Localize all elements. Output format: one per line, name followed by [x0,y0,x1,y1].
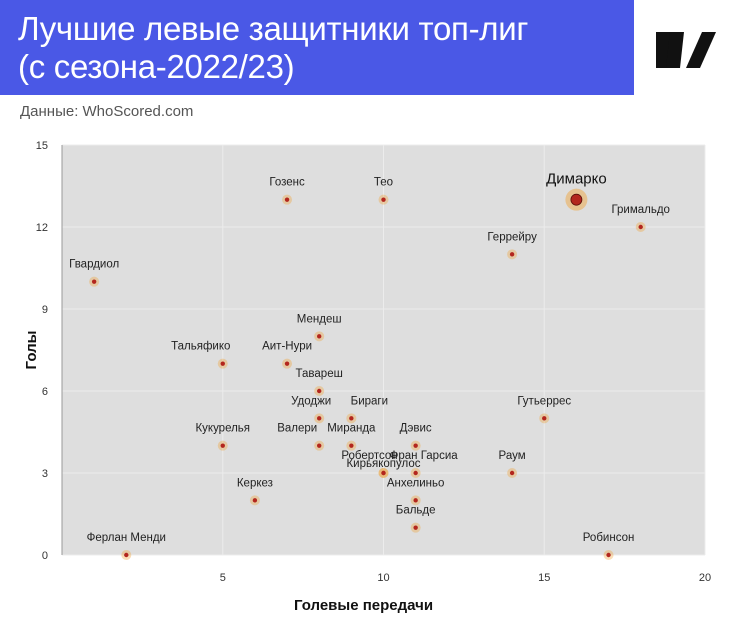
grid-lines [61,144,706,556]
point-label: Робинсон [583,532,635,544]
point-label: Дэвис [400,423,432,435]
y-tick-label: 12 [36,222,48,234]
data-point-highlight [570,193,583,206]
data-point [284,197,290,202]
data-point [413,470,418,476]
point-label: Тавареш [296,368,343,380]
chart-title: Лучшие левые защитники топ-лиг (с сезона… [18,10,529,85]
data-point [317,334,322,339]
y-axis-label: Голы [23,331,40,370]
point-label: Кукурелья [195,423,250,435]
title-banner: Лучшие левые защитники топ-лиг (с сезона… [0,0,634,95]
data-point [317,416,322,421]
data-point [220,361,225,366]
point-label: Тео [374,177,393,189]
data-point [413,443,418,448]
data-point [349,443,354,448]
data-point [284,361,290,366]
data-point [91,279,97,284]
data-point [606,552,611,558]
point-labels: Димарко Гозенс Тео Гримальдо Геррейру Гвардио… [69,171,670,544]
point-label: Фран Гарсиа [390,450,459,462]
data-point [509,470,515,476]
x-tick-label: 10 [377,572,389,584]
data-point [252,498,258,503]
point-label: Ферлан Менди [87,532,166,544]
y-tick-label: 6 [42,386,48,398]
data-source: Данные: WhoScored.com [20,103,194,120]
point-label: Валери [277,423,317,435]
point-label: Тальяфико [171,341,230,353]
data-point [413,525,418,530]
point-label: Геррейру [487,231,537,243]
x-tick-label: 5 [220,572,226,584]
point-label: Димарко [546,171,607,188]
point-label: Бираги [351,395,388,407]
x-axis-label: Голевые передачи [294,597,433,614]
data-point [509,252,515,257]
data-point [413,498,418,503]
data-point [317,388,322,394]
point-label: Кирьякопулос [346,458,420,470]
y-tick-label: 9 [42,304,48,316]
point-label: Гозенс [269,177,305,189]
point-label: Гутьеррес [517,395,571,407]
point-label: Раум [499,450,526,462]
point-label: Мендеш [297,313,342,325]
point-label: Гримальдо [611,204,670,216]
point-label: Робертсон [341,450,397,462]
point-label: Удоджи [291,395,331,407]
data-point [542,416,547,421]
scatter-chart: 0 3 6 9 12 15 5 10 15 20 Димарко Гозенс Тео Гримальд… [23,140,711,614]
point-label: Миранда [327,423,376,435]
point-label: Бальде [396,505,436,517]
data-point [220,443,225,448]
data-point [381,197,386,202]
sports-ru-logo [656,32,716,68]
data-point [349,416,354,421]
y-tick-label: 3 [42,468,48,480]
data-points [89,188,646,560]
point-label: Анхелиньо [387,477,445,489]
data-point [317,443,322,448]
data-point [381,470,386,476]
x-tick-label: 15 [538,572,550,584]
data-point [124,552,129,558]
axis-ticks: 0 3 6 9 12 15 5 10 15 20 [36,140,711,584]
point-label: Гвардиол [69,259,119,271]
data-point [638,224,643,230]
y-tick-label: 15 [36,140,48,152]
point-label: Аит-Нури [262,341,312,353]
x-tick-label: 20 [699,572,711,584]
y-tick-label: 0 [42,550,48,562]
point-label: Керкез [237,477,273,489]
